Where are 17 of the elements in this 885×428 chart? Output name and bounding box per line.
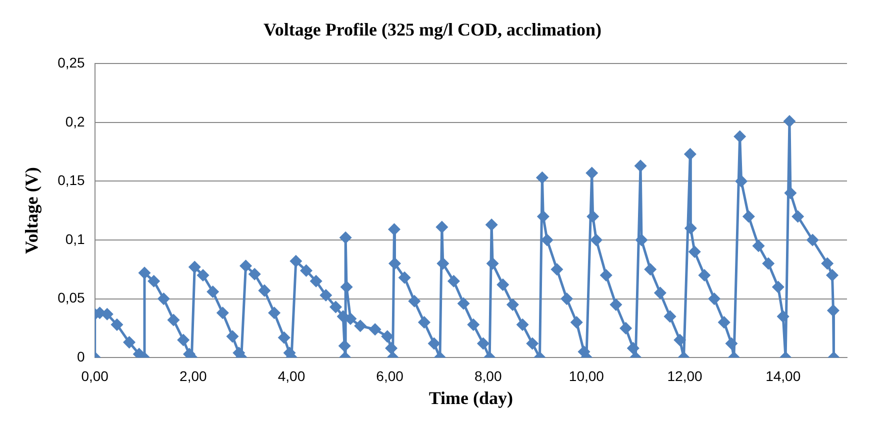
x-tick-label: 6,00: [376, 368, 404, 384]
x-tick-label: 10,00: [568, 368, 604, 384]
x-tick-label: 2,00: [180, 368, 208, 384]
y-axis-title: Voltage (V): [21, 167, 42, 254]
x-axis-title: Time (day): [428, 388, 514, 408]
x-tick-label: 8,00: [474, 368, 502, 384]
x-tick-label: 0,00: [81, 368, 109, 384]
x-tick-label: 12,00: [667, 368, 702, 384]
x-tick-label: 14,00: [766, 368, 801, 384]
y-tick-label: 0,05: [58, 290, 86, 306]
y-tick-label: 0,25: [58, 54, 86, 70]
y-tick-label: 0,1: [65, 230, 86, 247]
chart-title: Voltage Profile (325 mg/l COD, acclimation): [264, 19, 602, 40]
y-tick-label: 0,2: [65, 113, 86, 130]
y-tick-label: 0: [77, 348, 86, 364]
y-tick-label: 0,15: [58, 172, 86, 188]
x-tick-label: 4,00: [278, 368, 306, 384]
